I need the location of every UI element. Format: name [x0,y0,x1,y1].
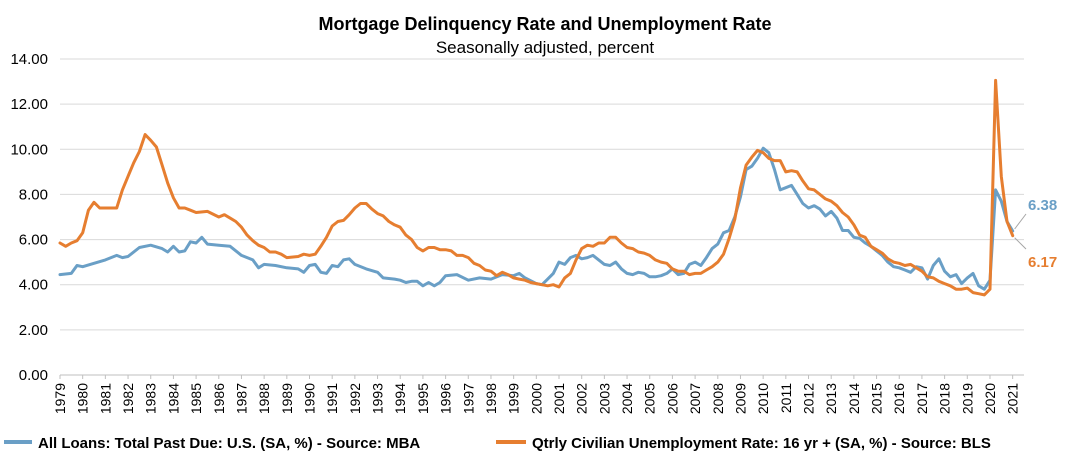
legend-item-bls: Qtrly Civilian Unemployment Rate: 16 yr … [496,435,991,452]
y-tick-label: 14.00 [10,51,48,68]
chart-subtitle: Seasonally adjusted, percent [436,38,655,57]
x-tick-label: 2002 [574,383,590,414]
y-tick-label: 6.00 [19,232,48,249]
legend-label: Qtrly Civilian Unemployment Rate: 16 yr … [532,435,991,452]
leader-line-mba [1014,213,1027,230]
axes: 0.00 2.00 4.00 6.00 8.00 10.00 12.00 14.00 1979 1… [10,51,1020,414]
end-label-mba: 6.38 [1028,197,1057,214]
x-tick-label: 1986 [211,383,227,414]
leader-line-bls [1014,237,1027,250]
x-tick-label: 2005 [642,383,658,414]
gridlines [60,58,1024,376]
x-tick-label: 1984 [165,383,181,414]
x-tick-label: 2001 [551,383,567,414]
x-tick-label: 2021 [1005,383,1021,414]
x-tick-label: 1999 [506,383,522,414]
x-tick-label: 1989 [279,383,295,414]
y-tick-label: 2.00 [19,322,48,339]
y-tick-label: 0.00 [19,367,48,384]
x-tick-label: 2018 [937,383,953,414]
x-tick-label: 2003 [596,383,612,414]
x-tick-label: 2017 [914,383,930,414]
data-labels: 6.38 6.17 [1014,197,1057,271]
series-line-mba [58,146,1015,291]
x-tick-label: 1991 [324,383,340,414]
chart-title: Mortgage Delinquency Rate and Unemployme… [318,14,771,34]
x-tick-label: 1998 [483,383,499,414]
x-tick-label: 1983 [143,383,159,414]
y-tick-label: 12.00 [10,96,48,113]
x-tick-label: 1982 [120,383,136,414]
x-tick-label: 1985 [188,383,204,414]
x-tick-label: 1996 [438,383,454,414]
x-tick-label: 2011 [778,383,794,413]
x-tick-label: 2019 [959,383,975,414]
x-tick-label: 2009 [732,383,748,414]
y-tick-label: 8.00 [19,186,48,203]
x-tick-label: 2012 [801,383,817,414]
x-tick-label: 2016 [891,383,907,414]
x-tick-label: 1993 [370,383,386,414]
legend-item-mba: All Loans: Total Past Due: U.S. (SA, %) … [4,435,420,452]
x-tick-label: 2004 [619,383,635,414]
legend: All Loans: Total Past Due: U.S. (SA, %) … [4,435,991,452]
series-group [58,78,1015,297]
x-tick-label: 1979 [52,383,68,414]
x-tick-label: 1997 [460,383,476,414]
x-tick-label: 2013 [823,383,839,414]
x-tick-label: 1980 [75,383,91,414]
x-tick-label: 2007 [687,383,703,414]
x-tick-label: 2010 [755,383,771,414]
x-tick-label: 2014 [846,383,862,414]
x-tick-label: 1992 [347,383,363,414]
x-tick-label: 1990 [302,383,318,414]
series-line-bls [58,78,1015,297]
x-tick-label: 2020 [982,383,998,414]
x-tick-label: 1987 [233,383,249,414]
x-tick-label: 2008 [710,383,726,414]
x-tick-label: 1988 [256,383,272,414]
x-tick-label: 1994 [392,383,408,414]
legend-label: All Loans: Total Past Due: U.S. (SA, %) … [38,435,420,452]
x-tick-label: 1981 [97,383,113,414]
y-tick-label: 4.00 [19,277,48,294]
x-tick-label: 2000 [528,383,544,414]
x-tick-label: 2006 [664,383,680,414]
x-tick-label: 2015 [869,383,885,414]
y-tick-label: 10.00 [10,141,48,158]
x-tick-label: 1995 [415,383,431,414]
end-label-bls: 6.17 [1028,254,1057,271]
